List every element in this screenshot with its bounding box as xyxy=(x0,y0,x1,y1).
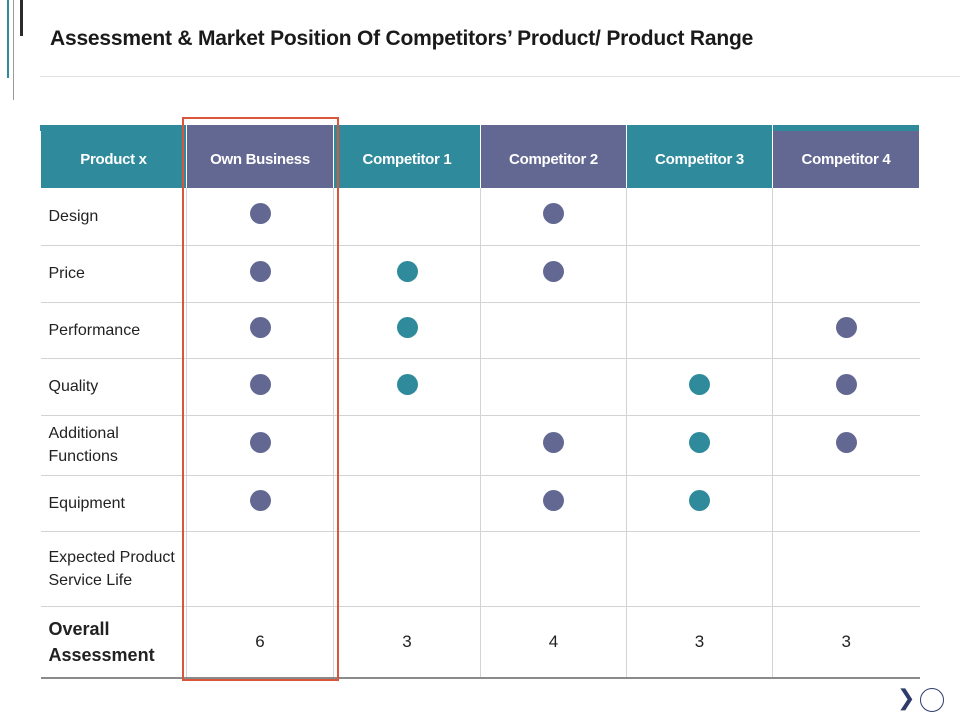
rating-cell xyxy=(772,302,920,359)
table-row: Expected Product Service Life xyxy=(40,531,920,607)
rating-cell xyxy=(333,188,481,246)
circle-icon[interactable] xyxy=(920,688,944,712)
rating-cell xyxy=(480,531,627,607)
header-product-x: Product x xyxy=(40,131,187,188)
rating-cell xyxy=(480,475,627,532)
header-strip-teal-4 xyxy=(773,125,919,131)
rating-cell xyxy=(186,415,334,476)
rating-cell xyxy=(772,415,920,476)
rating-dot xyxy=(689,432,710,453)
header-strip-teal-3 xyxy=(627,125,772,131)
rating-dot xyxy=(396,317,418,338)
rating-cell xyxy=(626,302,773,359)
rating-cell xyxy=(626,245,773,303)
decorative-bar-teal xyxy=(7,0,9,78)
header-strip-teal-2 xyxy=(334,125,480,131)
rating-dot xyxy=(689,490,710,511)
rating-dot xyxy=(543,260,564,282)
table-row: Equipment xyxy=(40,475,920,532)
rating-cell xyxy=(772,245,920,303)
rating-cell xyxy=(772,188,920,246)
table-row: Design xyxy=(40,188,920,246)
rating-dot xyxy=(543,490,564,511)
rating-cell xyxy=(186,302,334,359)
rating-cell xyxy=(333,475,481,532)
rating-cell xyxy=(186,531,334,607)
rating-cell xyxy=(333,358,481,416)
rating-dot xyxy=(249,260,271,282)
table-row: Price xyxy=(40,245,920,303)
header-strip-teal-1 xyxy=(40,125,186,131)
rating-cell xyxy=(480,358,627,416)
rating-cell xyxy=(772,531,920,607)
row-label: Additional Functions xyxy=(40,415,187,476)
chevron-right-icon[interactable]: ❯ xyxy=(897,685,916,710)
rating-cell xyxy=(626,475,773,532)
rating-cell xyxy=(626,415,773,476)
table-row: Quality xyxy=(40,358,920,416)
row-label: Performance xyxy=(40,302,187,359)
rating-cell xyxy=(186,188,334,246)
rating-cell xyxy=(186,475,334,532)
decorative-bar-gray xyxy=(13,0,14,100)
rating-cell xyxy=(626,358,773,416)
rating-dot xyxy=(396,260,418,282)
rating-dot xyxy=(249,432,271,453)
page-title: Assessment & Market Position Of Competit… xyxy=(50,27,754,50)
rating-cell xyxy=(333,531,481,607)
title-divider xyxy=(40,76,960,77)
row-label: Equipment xyxy=(40,475,187,532)
header-strip-purple-2 xyxy=(481,125,626,131)
rating-dot xyxy=(543,432,564,453)
rating-cell xyxy=(626,188,773,246)
overall-assessment-label: Overall Assessment xyxy=(40,606,187,679)
overall-assessment-row: Overall Assessment 6 3 4 3 3 xyxy=(40,606,920,679)
rating-dot xyxy=(396,373,418,395)
assessment-table: Product x Own Business Competitor 1 Comp… xyxy=(40,131,920,679)
header-competitor-3: Competitor 3 xyxy=(626,131,773,188)
rating-cell xyxy=(333,415,481,476)
rating-dot xyxy=(835,373,857,395)
overall-score: 3 xyxy=(772,606,920,679)
table-header-row: Product x Own Business Competitor 1 Comp… xyxy=(40,131,920,188)
rating-dot xyxy=(835,432,857,453)
overall-score: 6 xyxy=(186,606,334,679)
rating-dot xyxy=(543,203,564,225)
rating-cell xyxy=(333,302,481,359)
row-label: Quality xyxy=(40,358,187,416)
header-competitor-2: Competitor 2 xyxy=(480,131,627,188)
rating-cell xyxy=(480,302,627,359)
overall-score: 3 xyxy=(333,606,481,679)
overall-score: 4 xyxy=(480,606,627,679)
table-row: Performance xyxy=(40,302,920,359)
header-competitor-1: Competitor 1 xyxy=(333,131,481,188)
rating-dot xyxy=(249,203,271,225)
rating-cell xyxy=(186,245,334,303)
rating-cell xyxy=(772,358,920,416)
rating-cell xyxy=(333,245,481,303)
table-row: Additional Functions xyxy=(40,415,920,476)
rating-dot xyxy=(835,317,857,338)
rating-cell xyxy=(480,188,627,246)
rating-dot xyxy=(249,373,271,395)
rating-dot xyxy=(249,317,271,338)
rating-cell xyxy=(186,358,334,416)
header-own-business: Own Business xyxy=(186,131,334,188)
header-competitor-4: Competitor 4 xyxy=(772,131,920,188)
rating-cell xyxy=(626,531,773,607)
rating-dot xyxy=(249,490,271,511)
rating-cell xyxy=(772,475,920,532)
row-label: Price xyxy=(40,245,187,303)
rating-cell xyxy=(480,245,627,303)
row-label: Expected Product Service Life xyxy=(40,531,187,607)
overall-score: 3 xyxy=(626,606,773,679)
decorative-bar-dark xyxy=(20,0,23,36)
rating-dot xyxy=(689,373,710,395)
header-strip-purple-1 xyxy=(187,125,333,131)
rating-cell xyxy=(480,415,627,476)
row-label: Design xyxy=(40,188,187,246)
